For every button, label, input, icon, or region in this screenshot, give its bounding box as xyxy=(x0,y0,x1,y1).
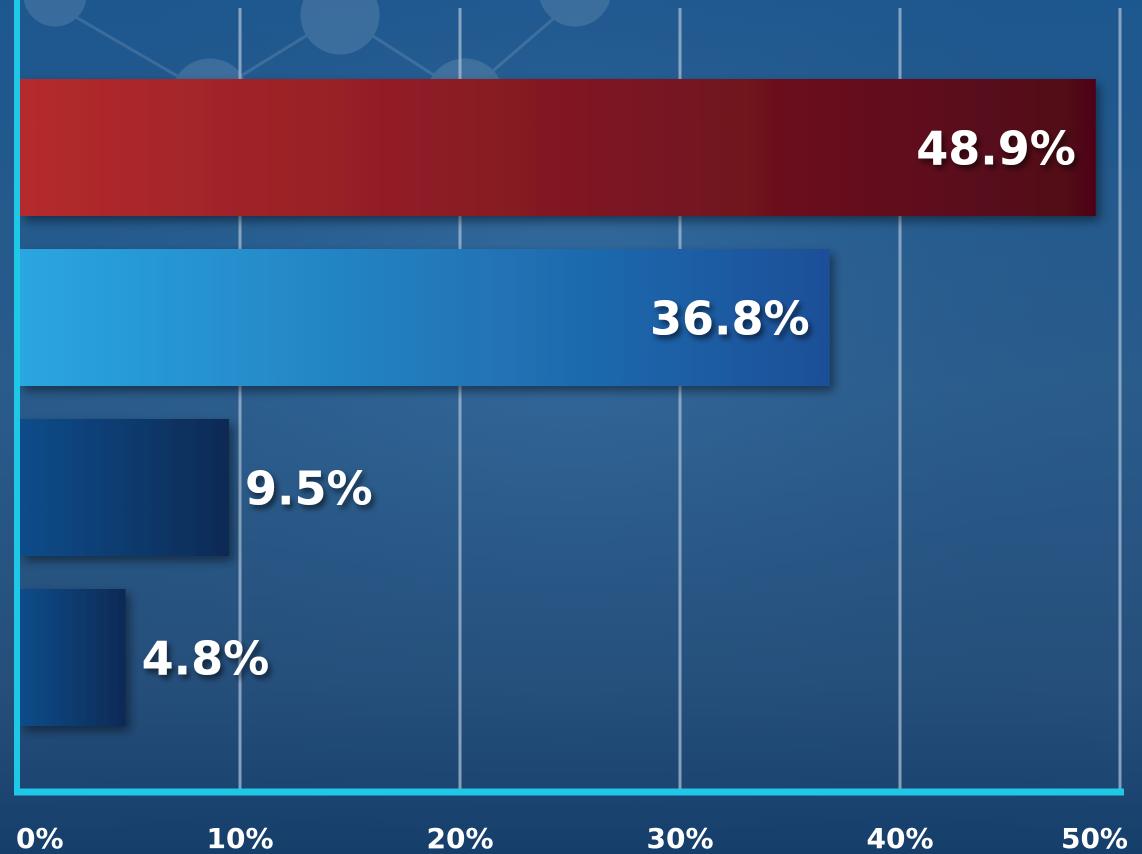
bar-2 xyxy=(20,249,830,386)
bar-value-label-2: 36.8% xyxy=(650,292,810,346)
x-tick-label-40: 40% xyxy=(866,822,933,854)
bar-3 xyxy=(20,419,229,556)
bar-value-label-3: 9.5% xyxy=(245,462,373,516)
x-tick-label-10: 10% xyxy=(206,822,273,854)
value-labels: 48.9% 36.8% 9.5% 4.8% xyxy=(142,122,1076,686)
x-tick-label-0: 0% xyxy=(16,822,64,854)
x-tick-label-20: 20% xyxy=(426,822,493,854)
bar-value-label-4: 4.8% xyxy=(142,632,270,686)
axes xyxy=(14,0,1124,796)
x-tick-label-50: 50% xyxy=(1061,822,1128,854)
bar-1 xyxy=(20,79,1096,216)
bar-4 xyxy=(20,589,126,726)
x-tick-labels: 0% 10% 20% 30% 40% 50% xyxy=(16,822,1128,854)
bars xyxy=(20,79,1096,726)
x-tick-label-30: 30% xyxy=(646,822,713,854)
bar-value-label-1: 48.9% xyxy=(916,122,1076,176)
